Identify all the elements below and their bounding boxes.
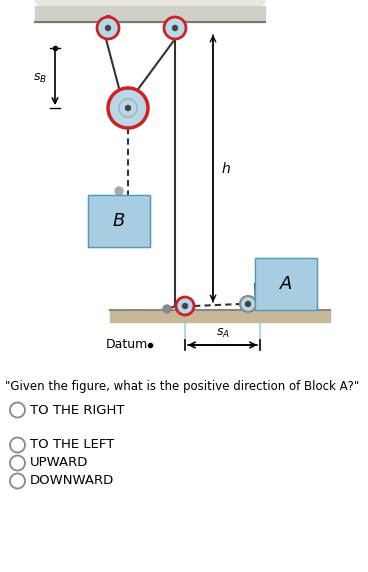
Circle shape — [115, 187, 123, 195]
Bar — [88, 195, 150, 247]
Text: B: B — [113, 212, 125, 230]
Circle shape — [164, 17, 186, 39]
Ellipse shape — [35, 0, 265, 16]
Bar — [35, 6, 265, 22]
Text: $s_A$: $s_A$ — [216, 327, 230, 340]
Circle shape — [163, 305, 171, 313]
Bar — [88, 195, 150, 247]
Circle shape — [183, 304, 188, 308]
Circle shape — [245, 301, 251, 307]
Text: Datum: Datum — [106, 339, 148, 352]
Text: TO THE LEFT: TO THE LEFT — [30, 439, 114, 451]
Circle shape — [176, 297, 194, 315]
Circle shape — [240, 296, 256, 312]
Text: "Given the figure, what is the positive direction of Block A?": "Given the figure, what is the positive … — [5, 380, 359, 393]
Circle shape — [173, 26, 177, 30]
Circle shape — [108, 88, 148, 128]
Bar — [110, 310, 330, 322]
Text: UPWARD: UPWARD — [30, 456, 88, 470]
Circle shape — [97, 17, 119, 39]
Text: $s_B$: $s_B$ — [33, 72, 47, 85]
Circle shape — [106, 26, 110, 30]
Text: A: A — [280, 275, 292, 293]
Bar — [255, 258, 317, 310]
Text: TO THE RIGHT: TO THE RIGHT — [30, 403, 124, 416]
Circle shape — [119, 99, 137, 117]
Circle shape — [125, 105, 131, 110]
Text: DOWNWARD: DOWNWARD — [30, 475, 114, 487]
Text: $h$: $h$ — [221, 161, 231, 176]
Bar — [255, 258, 317, 310]
